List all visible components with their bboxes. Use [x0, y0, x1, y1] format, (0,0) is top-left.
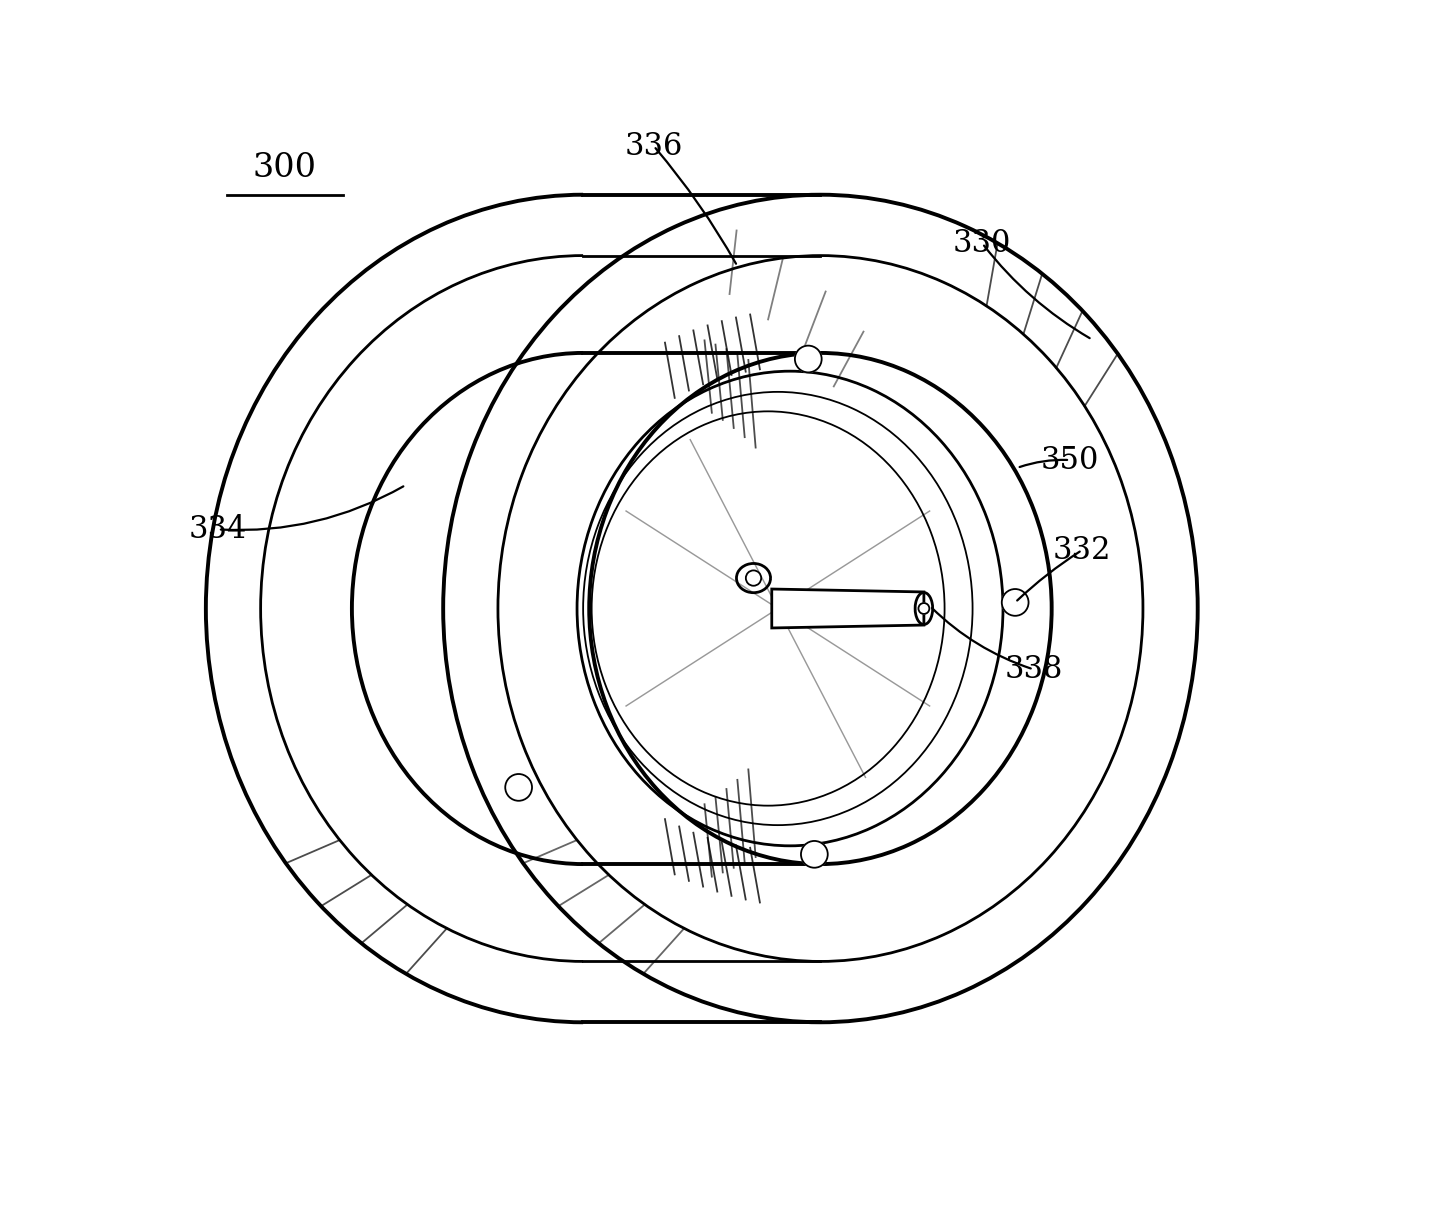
Circle shape	[918, 604, 929, 613]
Text: 300: 300	[252, 152, 317, 184]
Text: 350: 350	[1041, 444, 1098, 476]
Circle shape	[802, 841, 827, 868]
Text: 338: 338	[1004, 654, 1063, 685]
Text: 330: 330	[954, 228, 1011, 259]
Circle shape	[505, 774, 532, 801]
Text: 334: 334	[189, 514, 247, 545]
Text: 336: 336	[625, 130, 683, 162]
Circle shape	[746, 571, 761, 585]
Text: 332: 332	[1053, 534, 1111, 566]
Circle shape	[1002, 589, 1028, 616]
Circle shape	[794, 346, 822, 372]
Polygon shape	[771, 589, 923, 628]
